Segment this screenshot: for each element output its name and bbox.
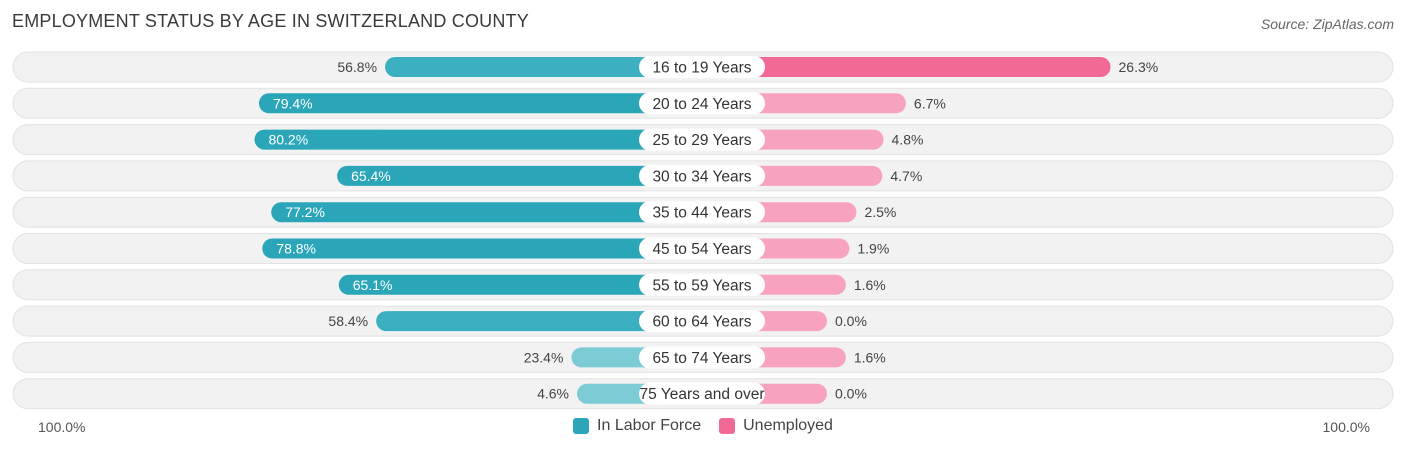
category-label: 25 to 29 Years [652,132,751,149]
category-label-pill [639,310,765,333]
value-label-labor-force: 80.2% [268,132,308,148]
legend-label-unemployed: Unemployed [743,417,833,434]
category-label-pill [639,273,765,296]
category-label-pill [639,128,765,151]
value-label-labor-force: 79.4% [273,95,313,111]
category-label: 55 to 59 Years [652,277,751,294]
category-label-pill [639,346,765,369]
value-label-unemployed: 0.0% [835,313,867,329]
value-label-labor-force: 23.4% [524,349,564,365]
bar-labor-force [385,57,702,77]
category-label-pill [639,164,765,187]
value-label-unemployed: 6.7% [914,95,946,111]
bar-labor-force [262,238,702,259]
value-label-unemployed: 4.8% [892,132,924,148]
value-label-labor-force: 58.4% [328,313,368,329]
value-label-labor-force: 65.4% [351,168,391,184]
category-label: 20 to 24 Years [652,96,751,113]
axis-right-label: 100.0% [1322,419,1370,435]
bar-labor-force [376,311,702,332]
value-label-unemployed: 2.5% [864,204,896,220]
legend-item-labor-force: In Labor Force [573,417,701,435]
value-label-unemployed: 1.9% [857,241,889,257]
category-label: 35 to 44 Years [652,205,751,222]
chart-title: EMPLOYMENT STATUS BY AGE IN SWITZERLAND … [12,11,529,31]
category-label-pill [639,201,765,224]
bar-labor-force [338,274,702,295]
value-label-unemployed: 1.6% [854,277,886,293]
category-label: 60 to 64 Years [652,314,751,331]
bar-unemployed [702,57,1111,77]
value-label-labor-force: 77.2% [285,204,325,220]
value-label-unemployed: 26.3% [1119,59,1159,75]
bar-labor-force [271,202,702,223]
category-label-pill [639,237,765,260]
value-label-unemployed: 4.7% [890,168,922,184]
category-label-pill [639,56,765,78]
bar-labor-force [258,93,702,114]
chart-plot: 16 to 19 Years 56.8% 26.3% 20 to 24 Years 79… [12,51,1394,410]
value-label-unemployed: 1.6% [854,349,886,365]
category-label: 16 to 19 Years [652,60,751,77]
legend-label-labor-force: In Labor Force [597,417,702,434]
bar-labor-force [337,165,702,186]
value-label-unemployed: 0.0% [835,386,867,402]
category-label-pill [639,382,765,405]
value-label-labor-force: 4.6% [537,386,569,402]
axis-left-label: 100.0% [38,419,86,435]
category-label: 30 to 34 Years [652,168,751,185]
legend-swatch-labor-force [573,418,590,434]
bar-labor-force [254,129,702,150]
category-label: 45 to 54 Years [652,241,751,258]
legend: In Labor Force Unemployed [0,417,1406,435]
category-label-pill [639,92,765,115]
category-label: 75 Years and over [640,386,765,403]
category-label: 65 to 74 Years [652,350,751,367]
legend-item-unemployed: Unemployed [719,417,833,435]
value-label-labor-force: 65.1% [353,277,393,293]
source-label: Source: ZipAtlas.com [1260,16,1394,32]
value-label-labor-force: 78.8% [276,241,316,257]
legend-swatch-unemployed [719,418,736,434]
value-label-labor-force: 56.8% [337,59,377,75]
